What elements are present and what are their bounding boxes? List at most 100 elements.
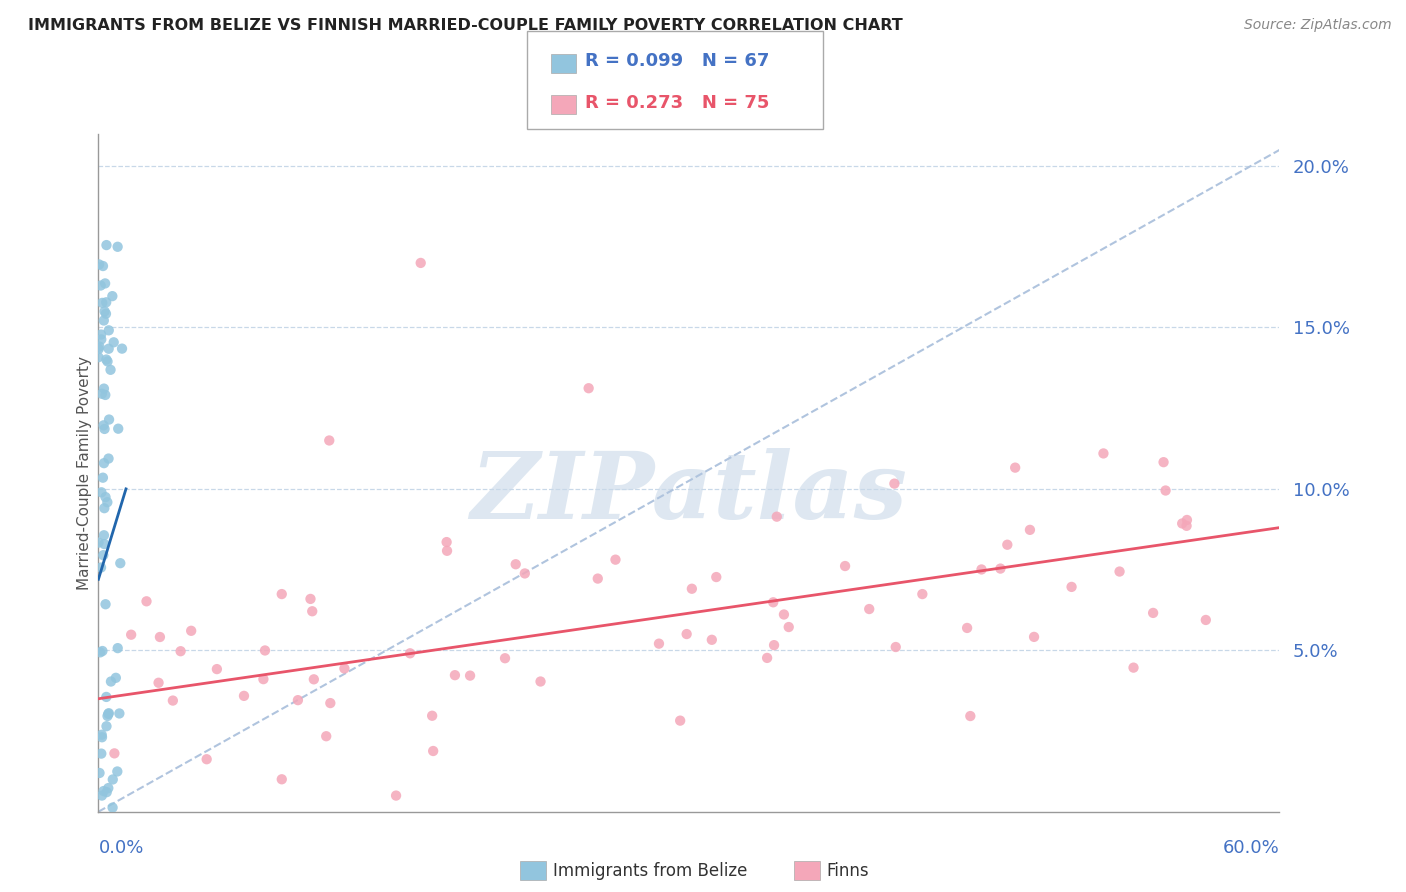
Point [97,781,120,796]
Point [422,744,444,758]
Point [90,327,112,342]
Point [108,706,131,721]
Point [90,485,112,500]
Point [1108,565,1130,579]
Point [100,363,122,377]
Point [180,624,202,638]
Point [1060,580,1083,594]
Point [103,747,125,761]
Point [605,552,627,566]
Point [1175,513,1198,527]
Text: Immigrants from Belize: Immigrants from Belize [553,862,747,880]
Point [91,644,114,658]
Point [253,643,276,657]
Point [111,342,134,356]
Point [97,323,120,337]
Point [990,561,1012,575]
Point [94,597,117,611]
Point [90,332,112,346]
Text: Source: ZipAtlas.com: Source: ZipAtlas.com [1244,18,1392,32]
Point [1122,660,1144,674]
Point [319,696,342,710]
Point [956,621,979,635]
Point [494,651,516,665]
Point [104,671,127,685]
Point [911,587,934,601]
Point [87,350,110,364]
Point [96,785,118,799]
Point [103,335,125,350]
Point [299,591,322,606]
Point [93,456,115,470]
Point [91,731,114,745]
Point [318,434,340,448]
Point [107,641,129,656]
Point [385,789,408,803]
Point [778,620,800,634]
Point [93,382,115,396]
Point [205,662,228,676]
Point [1004,460,1026,475]
Point [101,772,124,787]
Point [94,307,117,321]
Point [90,278,112,293]
Point [436,535,458,549]
Point [195,752,218,766]
Point [97,706,120,721]
Point [301,604,323,618]
Point [87,342,110,356]
Point [270,772,292,787]
Point [97,706,120,721]
Point [252,672,274,686]
Point [773,607,796,622]
Point [107,240,129,254]
Point [233,689,256,703]
Point [93,422,115,436]
Point [333,661,356,675]
Point [675,627,697,641]
Point [93,528,115,542]
Text: ZIPatlas: ZIPatlas [471,448,907,538]
Point [763,638,786,652]
Point [586,572,609,586]
Point [93,304,115,318]
Point [648,637,671,651]
Point [91,259,114,273]
Point [89,645,111,659]
Point [89,766,111,780]
Point [90,747,112,761]
Point [96,495,118,509]
Point [96,238,118,252]
Point [1153,455,1175,469]
Point [135,594,157,608]
Point [287,693,309,707]
Point [513,566,536,581]
Point [100,674,122,689]
Point [94,490,117,504]
Point [96,719,118,733]
Point [97,451,120,466]
Point [149,630,172,644]
Point [96,690,118,704]
Point [93,537,115,551]
Point [995,538,1018,552]
Point [302,673,325,687]
Point [93,313,115,327]
Point [169,644,191,658]
Text: R = 0.099   N = 67: R = 0.099 N = 67 [585,52,769,70]
Point [700,632,723,647]
Point [162,693,184,707]
Point [101,289,124,303]
Point [105,764,128,779]
Text: 60.0%: 60.0% [1223,838,1279,857]
Point [96,295,118,310]
Point [1171,516,1194,531]
Point [93,784,115,798]
Point [93,501,115,516]
Text: R = 0.273   N = 75: R = 0.273 N = 75 [585,94,769,112]
Point [87,535,110,549]
Point [858,602,880,616]
Point [1154,483,1177,498]
Text: 0.0%: 0.0% [98,838,143,857]
Point [756,651,779,665]
